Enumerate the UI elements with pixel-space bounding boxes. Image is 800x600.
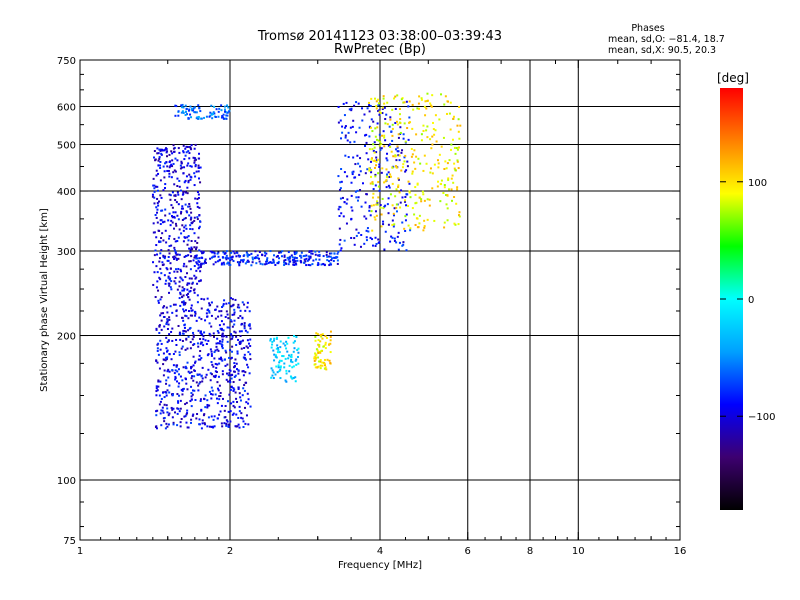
grid-lines — [80, 60, 680, 540]
point-group-0 — [154, 297, 252, 430]
point-group-6 — [269, 335, 300, 383]
chart-title: Tromsø 20141123 03:38:00–03:39:43 — [257, 29, 502, 44]
y-tick-label-2: 200 — [57, 332, 76, 343]
x-tick-label-0: 1 — [77, 546, 83, 557]
y-tick-label-6: 600 — [57, 103, 76, 114]
point-group-5 — [174, 103, 231, 120]
colorbar-tick-label-2: −100 — [748, 412, 775, 423]
chart-subtitle: RwPretec (Bp) — [334, 42, 426, 57]
x-tick-label-2: 4 — [377, 546, 383, 557]
stats-line-o: mean, sd,O: −81.4, 18.7 — [608, 34, 725, 45]
stats-line-x: mean, sd,X: 90.5, 20.3 — [608, 45, 716, 56]
y-tick-label-3: 300 — [57, 247, 76, 258]
colorbar — [720, 88, 743, 510]
colorbar-label: [deg] — [717, 71, 749, 85]
colorbar-tick-label-1: 0 — [748, 295, 754, 306]
y-tick-label-4: 400 — [57, 187, 76, 198]
x-tick-label-6: 16 — [674, 546, 687, 557]
point-group-4 — [367, 92, 462, 232]
y-tick-label-0: 75 — [63, 536, 76, 547]
stats-header: Phases — [631, 23, 664, 34]
y-axis-label: Stationary phase Virtual Height [km] — [39, 208, 50, 392]
y-tick-label-1: 100 — [57, 476, 76, 487]
point-group-3 — [337, 100, 412, 252]
x-tick-label-5: 10 — [572, 546, 585, 557]
x-tick-label-4: 8 — [527, 546, 533, 557]
y-tick-label-5: 500 — [57, 141, 76, 152]
x-axis-label: Frequency [MHz] — [338, 560, 422, 571]
point-group-7 — [313, 330, 332, 371]
data-points — [151, 92, 462, 430]
point-group-1 — [151, 143, 202, 299]
colorbar-tick-label-0: 100 — [748, 178, 767, 189]
axis-ticks: 1 2 4 6 8 10 16 75 100 200 300 400 500 600 750 — [57, 56, 686, 557]
colorbar-ticks: 100 0 −100 — [720, 178, 775, 423]
point-group-2 — [194, 250, 340, 267]
x-tick-label-3: 6 — [465, 546, 471, 557]
x-tick-label-1: 2 — [227, 546, 233, 557]
y-tick-label-7: 750 — [57, 56, 76, 67]
